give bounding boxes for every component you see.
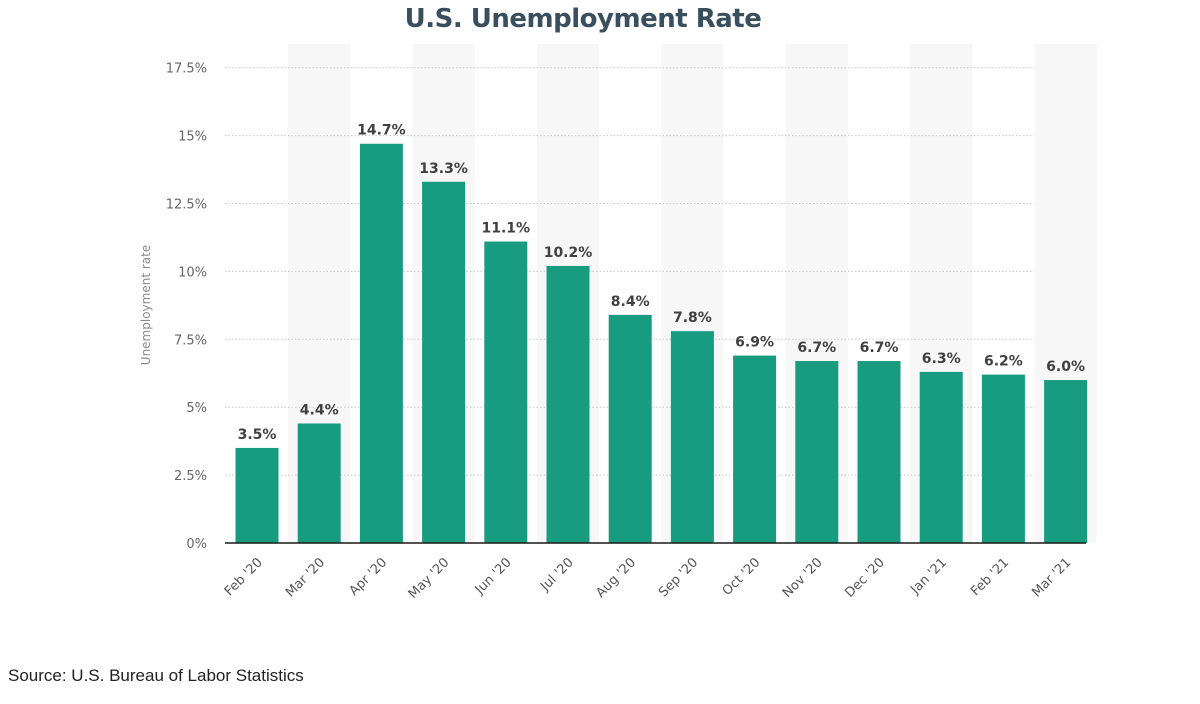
x-tick-label: Nov '20 [780, 555, 826, 601]
x-tick-label: May '20 [406, 555, 453, 602]
x-tick-label: Jan '21 [907, 555, 950, 598]
y-tick-label: 15% [178, 130, 207, 145]
x-tick-label: Oct '20 [720, 555, 764, 599]
bar-12 [981, 374, 1025, 543]
bar-4 [484, 241, 528, 544]
bar-0 [235, 447, 279, 543]
y-tick-label: 17.5% [166, 62, 207, 77]
data-label: 14.7% [357, 123, 406, 139]
x-tick-label: Mar '20 [283, 555, 328, 600]
data-label: 7.8% [673, 310, 712, 326]
y-tick-label: 7.5% [174, 333, 207, 348]
data-label: 13.3% [419, 161, 468, 177]
bar-7 [670, 331, 714, 543]
data-label: 3.5% [238, 427, 277, 443]
bar-10 [857, 361, 901, 543]
data-label: 6.7% [797, 340, 836, 356]
x-tick-label: Mar '21 [1029, 555, 1074, 600]
data-label: 8.4% [611, 294, 650, 310]
bar-9 [795, 361, 839, 543]
data-label: 6.7% [860, 340, 899, 356]
data-label: 6.3% [922, 351, 961, 367]
bar-6 [608, 314, 652, 543]
x-tick-label: Feb '21 [968, 555, 1012, 599]
y-tick-label: 10% [178, 265, 207, 280]
data-label: 6.2% [984, 354, 1023, 370]
chart-title: U.S. Unemployment Rate [404, 4, 762, 34]
bar-1 [297, 423, 341, 543]
bar-11 [919, 371, 963, 543]
y-axis-label: Unemployment rate [139, 245, 153, 365]
bar-13 [1044, 380, 1088, 543]
y-tick-label: 2.5% [174, 469, 207, 484]
x-tick-label: Feb '20 [222, 555, 266, 599]
x-tick-label: Jun '20 [472, 555, 515, 598]
x-tick-label: Jul '20 [537, 555, 577, 595]
bar-3 [422, 181, 466, 543]
data-label: 4.4% [300, 402, 339, 418]
data-label: 10.2% [544, 245, 593, 261]
y-tick-label: 5% [186, 401, 207, 416]
x-tick-label: Apr '20 [347, 555, 391, 599]
data-label: 11.1% [482, 221, 531, 237]
bar-8 [733, 355, 777, 543]
y-tick-label: 12.5% [166, 198, 207, 213]
source-note: Source: U.S. Bureau of Labor Statistics [8, 666, 304, 685]
x-tick-label: Sep '20 [656, 555, 701, 600]
y-tick-label: 0% [186, 537, 207, 552]
bar-2 [359, 143, 403, 544]
bar-5 [546, 265, 590, 543]
x-tick-label: Aug '20 [593, 555, 639, 601]
data-label: 6.9% [735, 335, 774, 351]
data-label: 6.0% [1046, 359, 1085, 375]
x-tick-label: Dec '20 [842, 555, 888, 601]
